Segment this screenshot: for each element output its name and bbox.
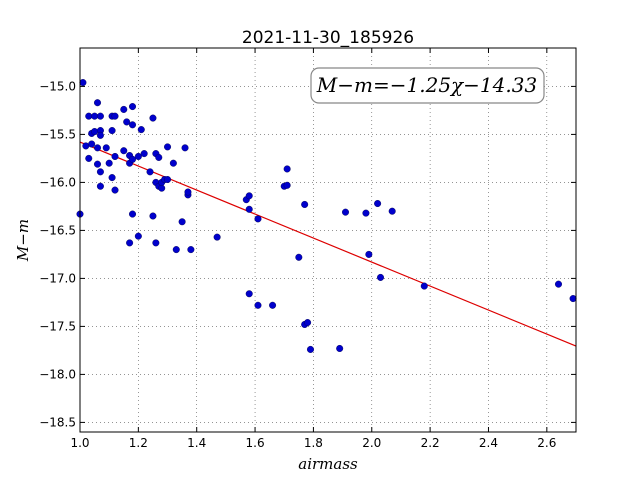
data-point	[365, 250, 373, 258]
data-point	[91, 112, 99, 120]
data-point	[111, 152, 119, 160]
data-point	[94, 144, 102, 152]
data-point	[245, 192, 253, 200]
y-tick-label: −16.0	[39, 175, 76, 189]
data-point	[146, 168, 154, 176]
fit-equation: M−m=−1.25χ−14.33	[316, 73, 537, 97]
data-point	[108, 174, 116, 182]
data-point	[129, 103, 137, 111]
data-point	[152, 239, 160, 247]
data-point	[172, 246, 180, 254]
x-tick-label: 1.0	[70, 436, 89, 450]
y-tick-label: −18.5	[39, 415, 76, 429]
data-point	[178, 218, 186, 226]
y-tick-label: −15.0	[39, 79, 76, 93]
data-point	[149, 114, 157, 122]
data-point	[111, 186, 119, 194]
data-point	[149, 212, 157, 220]
data-point	[245, 205, 253, 213]
data-points	[76, 79, 577, 353]
data-point	[254, 215, 262, 223]
data-point	[301, 200, 309, 208]
data-point	[126, 239, 134, 247]
chart-title: 2021-11-30_185926	[242, 28, 414, 48]
data-point	[94, 160, 102, 168]
data-point	[420, 282, 428, 290]
x-tick-label: 1.2	[129, 436, 148, 450]
data-point	[88, 140, 96, 148]
data-point	[96, 182, 104, 190]
y-tick-label: −15.5	[39, 127, 76, 141]
data-point	[184, 188, 192, 196]
x-axis-ticks: 1.0 1.2 1.4 1.6 1.8 2.0 2.2 2.4 2.6	[70, 48, 556, 450]
data-point	[245, 290, 253, 298]
y-axis-label: M−m	[14, 219, 32, 262]
data-point	[123, 118, 131, 126]
data-point	[82, 142, 90, 150]
y-tick-label: −16.5	[39, 223, 76, 237]
data-point	[120, 105, 128, 113]
x-axis-label: airmass	[298, 455, 358, 473]
data-point	[134, 232, 142, 240]
data-point	[377, 273, 385, 281]
data-point	[79, 79, 87, 87]
data-point	[374, 200, 382, 208]
data-point	[569, 295, 577, 303]
data-point	[85, 154, 93, 162]
data-point	[295, 253, 303, 261]
x-tick-label: 2.2	[421, 436, 440, 450]
plot-frame	[79, 47, 577, 433]
fit-equation-box: M−m=−1.25χ−14.33	[310, 67, 545, 104]
data-point	[85, 112, 93, 120]
y-axis-ticks: −15.0 −15.5 −16.0 −16.5 −17.0 −17.5 −18.0 −18.5	[39, 79, 576, 429]
x-tick-label: 2.6	[537, 436, 556, 450]
data-point	[283, 165, 291, 173]
data-point	[213, 233, 221, 241]
data-point	[96, 168, 104, 176]
data-point	[164, 143, 172, 151]
data-point	[129, 210, 137, 218]
data-point	[164, 176, 172, 184]
data-point	[96, 112, 104, 120]
data-point	[388, 207, 396, 215]
x-tick-label: 1.6	[246, 436, 265, 450]
data-point	[269, 301, 277, 309]
data-point	[129, 121, 137, 129]
x-tick-label: 1.8	[304, 436, 323, 450]
x-tick-label: 2.0	[362, 436, 381, 450]
data-point	[181, 144, 189, 152]
data-point	[120, 147, 128, 155]
data-point	[111, 112, 119, 120]
data-point	[129, 155, 137, 163]
data-point	[134, 152, 142, 160]
data-point	[169, 159, 177, 167]
data-point	[102, 144, 110, 152]
data-point	[140, 150, 148, 158]
data-point	[108, 127, 116, 135]
data-point	[306, 345, 314, 353]
data-point	[155, 153, 163, 161]
x-tick-label: 1.4	[187, 436, 206, 450]
x-tick-label: 2.4	[479, 436, 498, 450]
data-point	[342, 208, 350, 216]
data-point	[362, 209, 370, 217]
fit-line	[79, 141, 577, 347]
data-point	[336, 344, 344, 352]
data-point	[137, 126, 145, 134]
data-point	[94, 99, 102, 107]
data-point	[91, 128, 99, 136]
y-tick-label: −17.5	[39, 319, 76, 333]
data-point	[187, 246, 195, 254]
data-point	[304, 319, 312, 327]
data-point	[96, 131, 104, 139]
data-point	[554, 280, 562, 288]
data-point	[283, 181, 291, 189]
y-tick-label: −18.0	[39, 367, 76, 381]
y-tick-label: −17.0	[39, 271, 76, 285]
data-point	[105, 159, 113, 167]
data-point	[254, 301, 262, 309]
